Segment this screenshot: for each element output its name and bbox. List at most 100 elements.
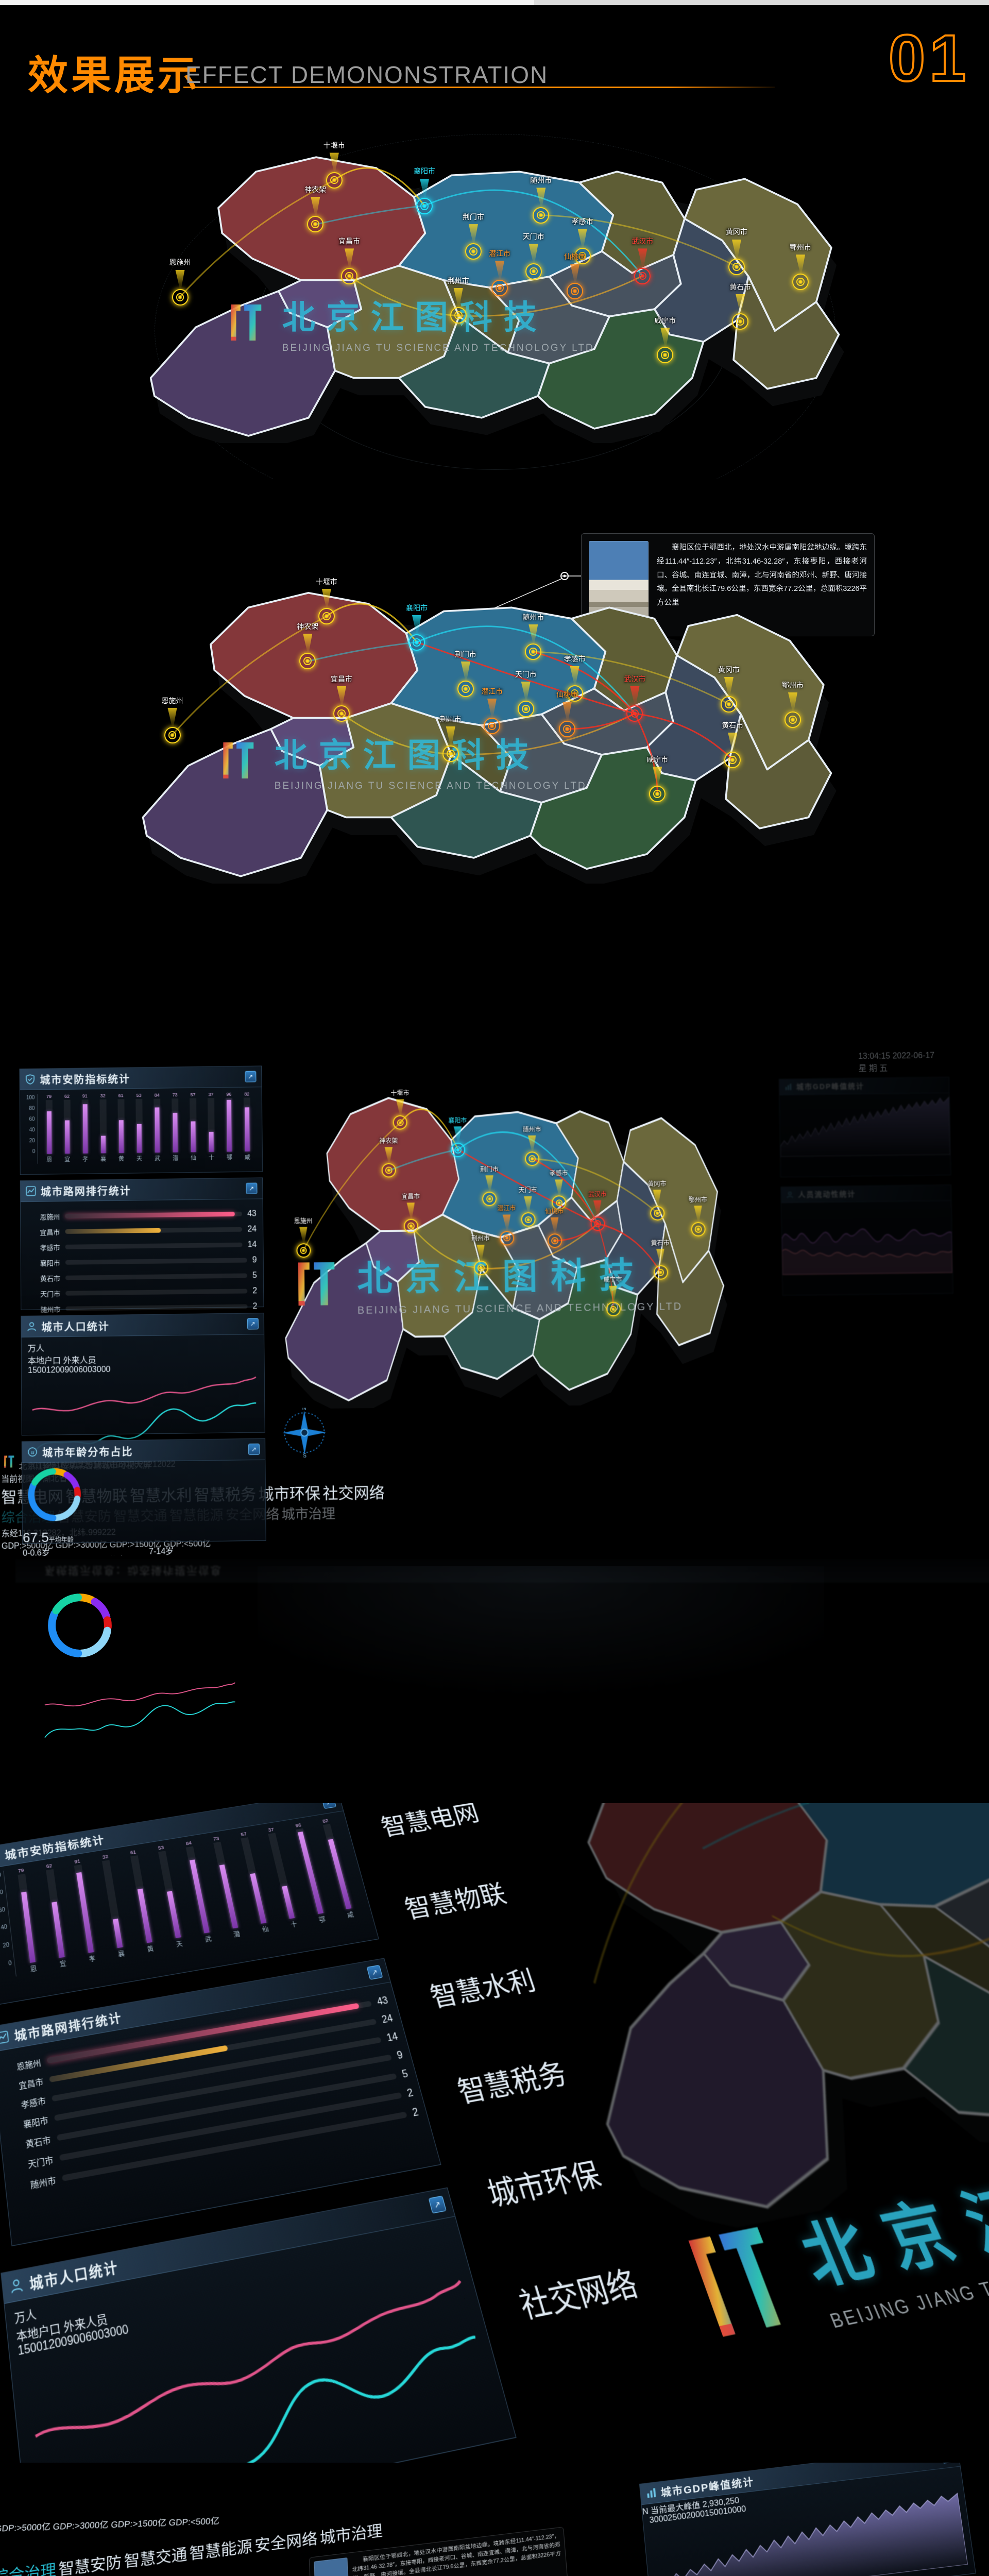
- pin-ring: [296, 1243, 311, 1258]
- section-dashboard-right-closeup: 襄阳区位于鄂西北，地处汉水中游属南阳盆地边缘。境跨东经111.44″-112.2…: [0, 2463, 989, 2576]
- pin-ring: [499, 1230, 515, 1246]
- city-label: 咸宁市: [603, 1276, 622, 1284]
- city-label: 孝感市: [564, 654, 586, 663]
- road-city: 宜昌市: [40, 1228, 60, 1236]
- road-row: 恩施州 43: [27, 1209, 257, 1221]
- pin-ring: [566, 685, 583, 702]
- city-label: 荆门市: [480, 1165, 499, 1173]
- city-label: 鄂州市: [790, 243, 811, 251]
- pin-ring: [720, 696, 737, 713]
- hubei-map-dashboard: 北京江图科技 BEIJING JIANG TU SCIENCE AND TECH…: [266, 1074, 749, 1410]
- pin-ring: [728, 258, 745, 275]
- road-city: 襄阳市: [40, 1259, 60, 1267]
- city-label: 咸宁市: [646, 755, 669, 764]
- y-tick: 20: [29, 1138, 36, 1144]
- city-label: 恩施州: [169, 258, 191, 267]
- pin-ring: [341, 267, 357, 284]
- y-tick: 60: [29, 1116, 35, 1123]
- panel-title: 城市人口统计: [41, 1321, 110, 1333]
- expand-icon[interactable]: ↗: [366, 1964, 383, 1980]
- expand-icon[interactable]: ↗: [246, 1182, 258, 1194]
- pin-ring: [164, 727, 181, 743]
- bar-fill: [173, 1113, 178, 1153]
- y-tick: 0: [106, 1365, 111, 1375]
- bar-label: 咸: [244, 1154, 250, 1161]
- road-city: 孝感市: [40, 1243, 60, 1252]
- road-row: 襄阳市 9: [27, 1255, 257, 1267]
- expand-icon[interactable]: ↗: [248, 1443, 260, 1455]
- city-label: 神农架: [297, 622, 319, 631]
- pin-ring: [525, 643, 542, 660]
- bar-value: 62: [64, 1093, 70, 1099]
- road-value: 2: [252, 1301, 258, 1311]
- bar: 82 咸: [238, 1091, 256, 1161]
- bar-value: 82: [244, 1091, 250, 1097]
- city-label: 十堰市: [390, 1089, 410, 1097]
- city-label: 荆州市: [471, 1234, 490, 1243]
- pin-ring: [634, 267, 651, 284]
- hubei-map-1: 北京江图科技 BEIJING JIANG TU SCIENCE AND TECH…: [124, 139, 876, 443]
- bar-label: 鄂: [226, 1155, 233, 1161]
- bar-fill: [226, 1100, 232, 1152]
- pin-ring: [649, 786, 666, 802]
- pin-ring: [574, 248, 591, 265]
- city-label: 天门市: [522, 232, 544, 241]
- jt-logo-icon: [4, 1455, 14, 1468]
- city-pins: 十堰市 神农架 襄阳市 随州市: [116, 574, 868, 884]
- city-label: 神农架: [379, 1137, 398, 1145]
- pin-ring: [326, 172, 343, 189]
- expand-icon[interactable]: ↗: [941, 2463, 954, 2464]
- city-label: 潜江市: [497, 1205, 516, 1213]
- road-row: 孝感市 14: [27, 1240, 257, 1252]
- bar-fill: [209, 1132, 214, 1152]
- city-label: 宜昌市: [338, 237, 360, 246]
- bar-label: 宜: [64, 1157, 71, 1163]
- top-strip: [0, 0, 989, 5]
- pin-ring: [517, 701, 534, 717]
- pin-ring: [559, 721, 575, 737]
- map-glow-reflection: [258, 1566, 824, 1731]
- pin-ring: [393, 1115, 408, 1130]
- dim-right-column: 城市GDP峰值统计 人员流动性统计: [778, 1076, 953, 1296]
- bar-label: 黄: [118, 1156, 125, 1162]
- expand-icon[interactable]: ↗: [428, 2195, 447, 2214]
- expand-icon[interactable]: ↗: [245, 1071, 257, 1082]
- pin-ring: [525, 263, 542, 280]
- city-label: 神农架: [304, 185, 327, 194]
- bar: 91 孝: [76, 1093, 94, 1163]
- expand-icon[interactable]: ↗: [321, 1803, 336, 1809]
- bar: 32 襄: [94, 1093, 112, 1162]
- unit-label: 万人: [27, 1344, 44, 1353]
- pin-ring: [484, 718, 500, 734]
- bar: 57 仙: [184, 1092, 202, 1161]
- road-bar: [65, 1307, 76, 1311]
- age-donut: 67.5平均年龄: [22, 1460, 266, 1546]
- pin-ring: [606, 1302, 621, 1317]
- expand-icon[interactable]: ↗: [247, 1318, 259, 1330]
- section-dashboard-front: 北京江图科技某某智慧城市可视大屏 当前视图：湖北省 13:04:15 2022-…: [0, 1005, 989, 1556]
- bar-value: 57: [190, 1092, 196, 1097]
- y-tick: 300: [92, 1365, 106, 1375]
- pin-ring: [792, 274, 809, 291]
- road-value: 43: [247, 1209, 257, 1218]
- bar-value: 53: [136, 1093, 142, 1098]
- city-label: 孝感市: [571, 217, 593, 226]
- y-tick: 1500: [28, 1366, 46, 1375]
- pin-ring: [482, 1191, 497, 1206]
- pin-ring: [650, 1206, 665, 1221]
- bar-label: 天: [137, 1156, 143, 1162]
- city-label: 荆门市: [454, 650, 476, 658]
- city-label: 荆门市: [462, 212, 484, 221]
- pin-ring: [442, 745, 459, 762]
- section-number: 01: [888, 21, 970, 96]
- city-label: 恩施州: [161, 696, 183, 705]
- city-info-text: 襄阳区位于鄂西北，地处汉水中游属南阳盆地边缘。境跨东经111.44″-112.2…: [657, 544, 867, 607]
- city-pins: 十堰市 神农架 襄阳市 随州市: [124, 139, 876, 443]
- clock-time: 13:04:15: [858, 1052, 891, 1061]
- dashboard-screen: 北京江图科技某某智慧城市可视大屏 当前视图：湖北省 13:04:15 2022-…: [0, 1005, 964, 1556]
- pin-ring: [465, 243, 482, 260]
- bar-fill: [137, 1124, 142, 1153]
- panel-roadnet: 城市路网排行统计 ↗ 恩施州 43 宜昌市 24 孝感市: [20, 1177, 264, 1313]
- y-tick: 1200: [46, 1365, 65, 1375]
